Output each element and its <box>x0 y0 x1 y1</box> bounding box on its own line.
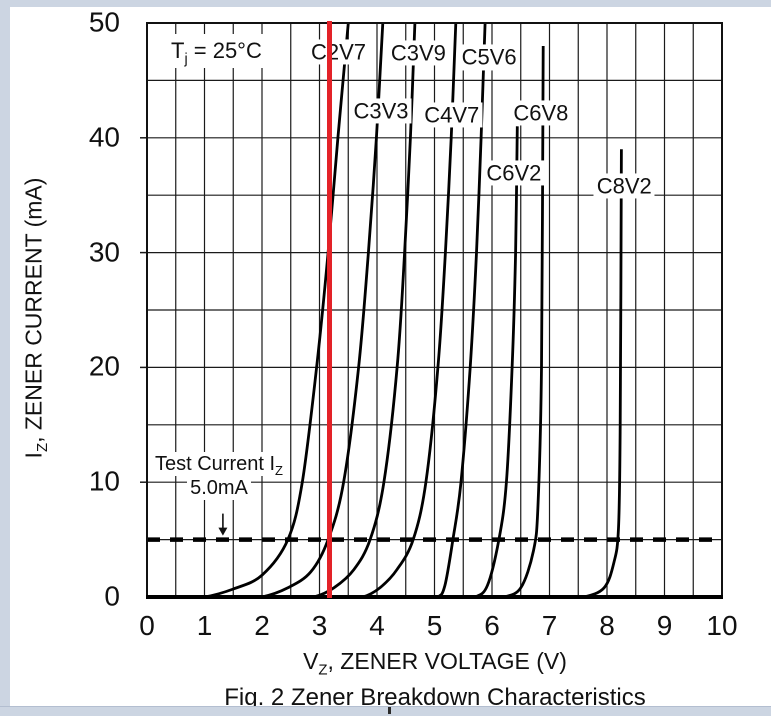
x-axis-title: VZ, ZENER VOLTAGE (V) <box>303 648 567 678</box>
x-tick-label: 2 <box>254 610 270 641</box>
page-frame-left <box>0 0 10 715</box>
x-tick-label: 7 <box>541 610 558 641</box>
y-axis-symbol: I <box>20 452 47 459</box>
y-axis-title: IZ, ZENER CURRENT (mA) <box>20 177 52 459</box>
curve-C5V6 <box>420 22 487 598</box>
plot-border <box>146 22 723 599</box>
grid-lines <box>140 23 722 597</box>
y-axis-subscript: Z <box>34 442 52 453</box>
arrow-head-icon <box>218 527 228 536</box>
x-tick-label: 1 <box>196 610 213 641</box>
x-tick-label: 3 <box>311 610 328 641</box>
curve-C4V7 <box>345 22 458 598</box>
test-current-subscript: Z <box>275 463 283 478</box>
y-tick-label: 30 <box>88 235 120 267</box>
curve-label-C3V3: C3V3 <box>350 98 412 124</box>
y-tick-label: 10 <box>88 465 120 497</box>
curve-C8V2 <box>566 149 623 598</box>
condition-label: Tj = 25°C <box>162 34 271 68</box>
curve-label-C6V2: C6V2 <box>483 160 545 186</box>
x-tick-label: 4 <box>369 610 385 641</box>
curve-label-C6V8: C6V8 <box>510 99 572 126</box>
x-axis-subscript: Z <box>318 661 328 679</box>
page-frame-bottom <box>0 706 771 716</box>
condition-subscript: j <box>184 51 188 68</box>
x-tick-label: 6 <box>484 610 500 641</box>
y-tick-label: 50 <box>88 6 120 38</box>
condition-value: = 25°C <box>187 38 262 63</box>
test-current-label: Test Current I <box>155 453 276 475</box>
y-tick-label: 20 <box>88 350 120 382</box>
test-current-annotation: Test Current IZ 5.0mA <box>146 452 292 500</box>
curve-label-C8V2: C8V2 <box>593 173 655 199</box>
y-tick-label: 40 <box>88 121 120 153</box>
x-tick-label: 8 <box>599 610 615 641</box>
x-tick-label: 0 <box>139 610 155 641</box>
clipped-next-line-mark <box>388 707 391 714</box>
x-tick-label: 9 <box>656 610 673 641</box>
test-current-text: Test Current IZ <box>152 452 286 478</box>
curve-C3V3 <box>244 22 385 598</box>
curve-label-C5V6: C5V6 <box>458 44 520 70</box>
x-axis-symbol: V <box>303 648 319 674</box>
x-axis-text: , ZENER VOLTAGE (V) <box>327 648 567 674</box>
curve-C6V2 <box>457 126 519 598</box>
curve-label-C2V7: C2V7 <box>307 39 369 65</box>
condition-symbol: T <box>171 38 185 63</box>
x-tick-label: 5 <box>426 610 443 641</box>
curve-label-C4V7: C4V7 <box>421 102 483 128</box>
curve-C2V7 <box>187 22 350 598</box>
y-tick-label: 0 <box>104 580 120 612</box>
red-cursor-line <box>327 21 333 598</box>
page-frame-top <box>0 0 771 7</box>
curve-label-C3V9: C3V9 <box>387 40 449 66</box>
test-current-value: 5.0mA <box>187 476 251 500</box>
x-tick-label: 10 <box>706 610 738 641</box>
chart-annotations <box>147 513 722 542</box>
y-axis-text: , ZENER CURRENT (mA) <box>20 177 47 443</box>
